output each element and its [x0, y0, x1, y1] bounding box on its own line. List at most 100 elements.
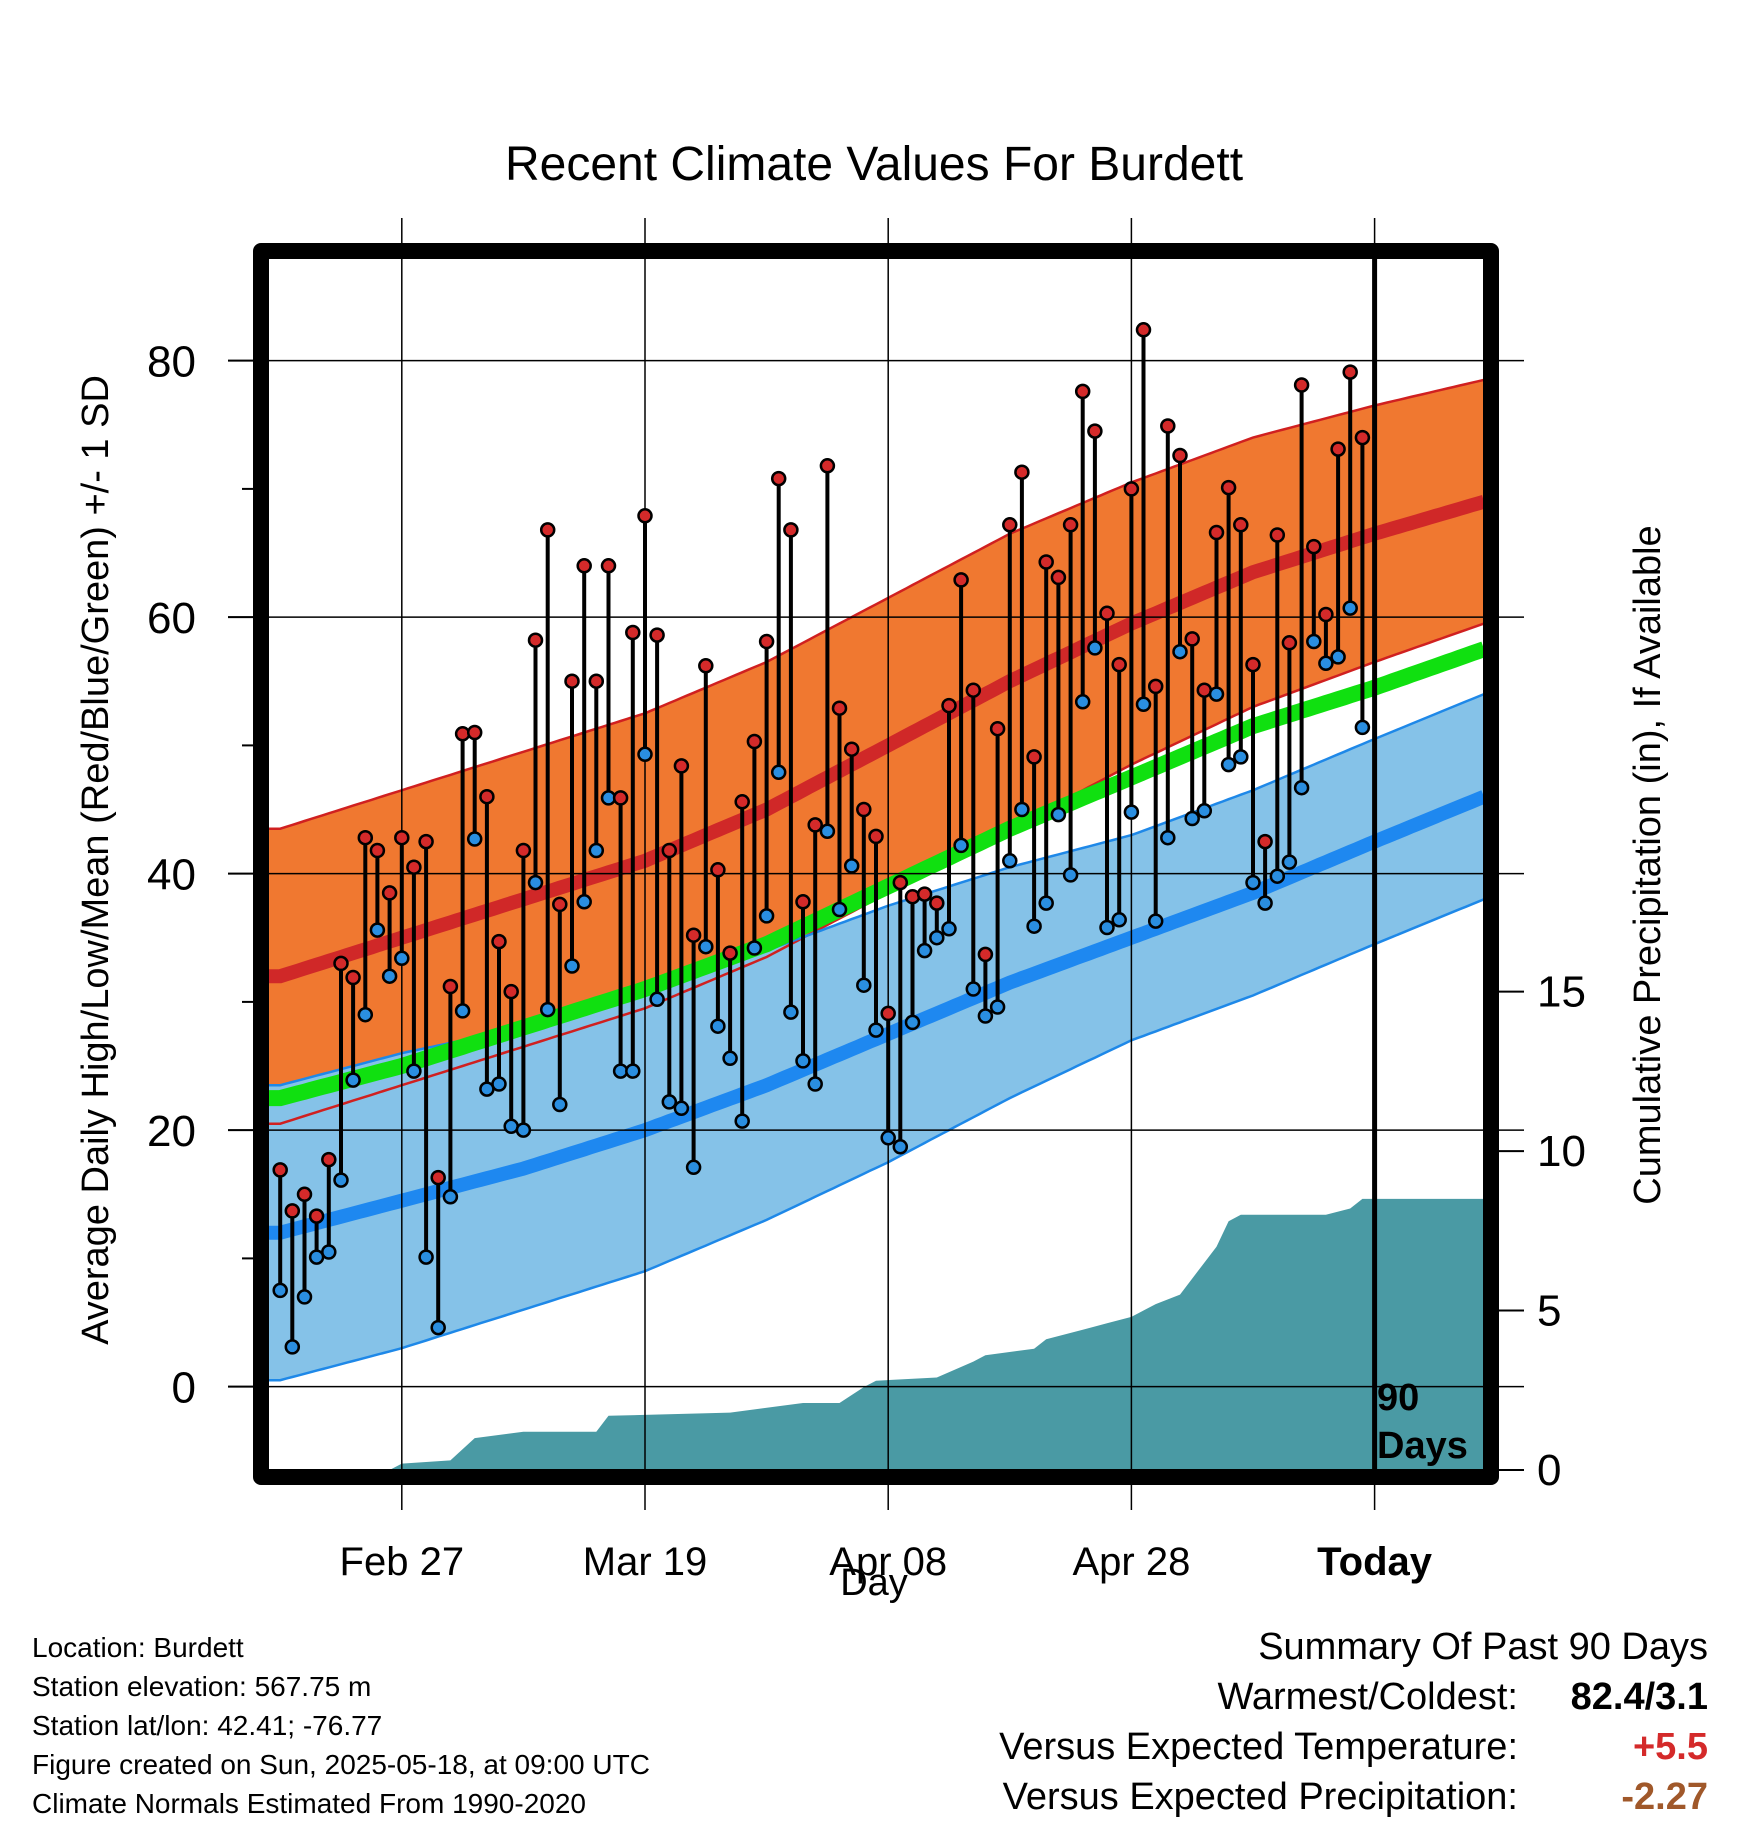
- low-point: [345, 1072, 361, 1088]
- high-point: [552, 896, 568, 913]
- precip-label: Versus Expected Precipitation:: [1002, 1776, 1518, 1818]
- high-point: [734, 794, 750, 810]
- low-point: [1147, 913, 1164, 929]
- high-point: [1038, 554, 1054, 570]
- high-upper-edge: [268, 378, 1484, 830]
- low-point: [831, 901, 848, 918]
- high-point: [1293, 377, 1310, 393]
- low-point: [381, 968, 398, 984]
- low-point: [843, 858, 860, 874]
- high-point: [272, 1162, 288, 1178]
- low-point: [394, 950, 410, 967]
- high-point: [284, 1203, 301, 1219]
- low-point: [576, 894, 592, 910]
- high-point: [953, 572, 969, 588]
- high-point: [1123, 481, 1140, 497]
- low-point: [929, 929, 945, 946]
- high-point: [625, 624, 641, 641]
- low-point: [527, 874, 544, 891]
- chart-title: Recent Climate Values For Burdett: [505, 138, 1243, 191]
- temp-value: +5.5: [1632, 1726, 1708, 1768]
- elevation-text: Station elevation: 567.75 m: [32, 1671, 372, 1702]
- low-point: [515, 1122, 532, 1138]
- high-point: [1342, 364, 1358, 380]
- station-info: Location: Burdett Station elevation: 567…: [32, 1628, 650, 1823]
- high-point: [637, 508, 653, 524]
- today-label-line1: 90: [1377, 1377, 1419, 1419]
- high-point: [539, 522, 556, 538]
- high-point: [831, 700, 848, 716]
- y-tick-label: 0: [172, 1364, 196, 1413]
- low-point: [1330, 649, 1346, 665]
- high-point: [1306, 538, 1322, 555]
- low-lower-edge: [268, 898, 1484, 1382]
- high-point: [1002, 517, 1018, 533]
- today-label-line2: Days: [1377, 1425, 1468, 1467]
- low-point: [284, 1339, 301, 1355]
- high-point: [1074, 383, 1091, 400]
- high-point: [612, 790, 629, 806]
- high-point: [442, 978, 459, 995]
- low-point: [637, 746, 653, 763]
- low-point: [941, 921, 957, 937]
- high-point: [515, 842, 532, 859]
- high-point: [1135, 322, 1152, 338]
- low-point: [1111, 912, 1127, 928]
- low-point: [1233, 749, 1249, 765]
- low-point: [710, 1018, 726, 1034]
- low-point: [758, 908, 775, 924]
- y-tick-label: 60: [147, 594, 196, 643]
- summary-heading: Summary Of Past 90 Days: [1258, 1626, 1708, 1668]
- location-text: Location: Burdett: [32, 1632, 244, 1663]
- low-point: [1220, 756, 1237, 773]
- normals-text: Climate Normals Estimated From 1990-2020: [32, 1788, 586, 1819]
- high-point: [1269, 527, 1286, 543]
- high-point: [503, 983, 519, 1000]
- high-point: [673, 758, 690, 774]
- y2-tick-label: 10: [1537, 1127, 1586, 1176]
- axes: 0 20 40 60 80 Feb 27 Mar 19 Apr 08 Apr 28 Today 0 5…: [147, 338, 1586, 1584]
- low-point: [807, 1076, 823, 1092]
- high-point: [1281, 635, 1298, 651]
- high-point: [880, 1005, 896, 1022]
- y2-tick-label: 15: [1537, 968, 1586, 1017]
- high-point: [1026, 749, 1042, 765]
- high-point: [296, 1186, 313, 1203]
- low-point: [588, 842, 605, 859]
- high-point: [308, 1208, 325, 1224]
- low-point: [625, 1063, 641, 1079]
- high-point: [333, 955, 349, 972]
- low-point: [661, 1094, 678, 1110]
- low-point: [770, 764, 787, 781]
- high-point: [1318, 606, 1334, 623]
- high-point: [746, 733, 763, 750]
- low-point: [1074, 694, 1091, 710]
- y2-tick-label: 5: [1537, 1287, 1561, 1336]
- low-point: [746, 940, 763, 956]
- x-tick-label: Mar 19: [583, 1540, 708, 1584]
- low-point: [1123, 804, 1140, 820]
- warmest-label: Warmest/Coldest:: [1217, 1676, 1518, 1718]
- low-point: [1257, 895, 1273, 911]
- y-tick-label: 20: [147, 1107, 196, 1156]
- high-point: [941, 697, 957, 714]
- high-point: [758, 633, 775, 650]
- low-point: [734, 1113, 750, 1129]
- low-point: [880, 1130, 896, 1146]
- low-point: [406, 1063, 422, 1079]
- low-point: [333, 1172, 349, 1188]
- low-point: [1002, 853, 1018, 869]
- low-point: [649, 991, 665, 1008]
- high-point: [466, 724, 483, 741]
- high-point: [1233, 517, 1249, 533]
- low-point: [856, 977, 872, 993]
- high-point: [722, 945, 738, 961]
- high-point: [929, 895, 945, 911]
- y2-axis-label: Cumulative Precipitation (in), If Availa…: [1627, 525, 1669, 1204]
- low-point: [916, 942, 933, 959]
- low-point: [272, 1282, 288, 1299]
- high-point: [661, 842, 678, 859]
- high-point: [357, 829, 374, 846]
- high-point: [1062, 517, 1079, 533]
- low-point: [1318, 655, 1334, 672]
